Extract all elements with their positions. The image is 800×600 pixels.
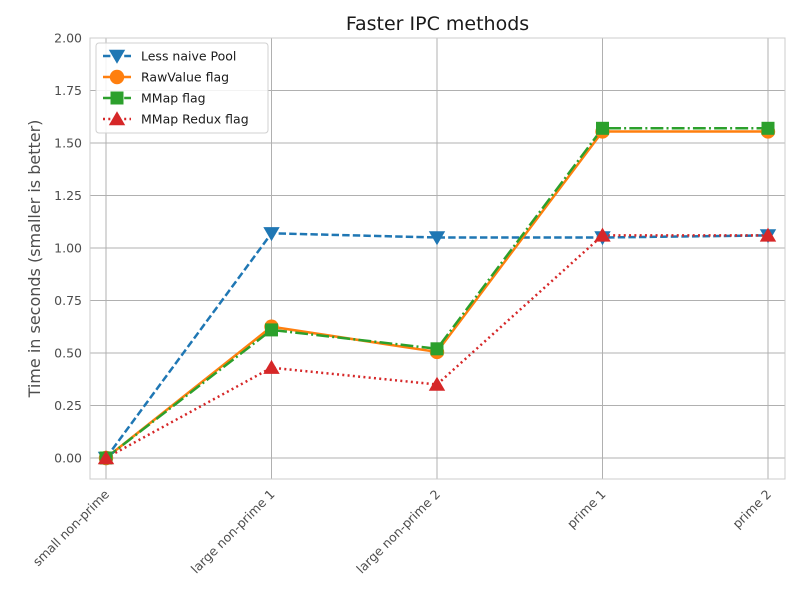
- data-point: [596, 121, 609, 135]
- legend: Less naive Pool RawValue flag MMap flag MMa…: [95, 42, 269, 134]
- y-tick-label: 0.75: [54, 293, 82, 308]
- y-axis-ticks: 0.00 0.25 0.50 0.75 1.00 1.25 1.50 1.75 2.00: [54, 31, 82, 466]
- legend-label: MMap flag: [141, 91, 206, 106]
- series-markers: [97, 121, 777, 466]
- legend-marker: [108, 111, 126, 126]
- y-tick-label: 0.50: [54, 346, 82, 361]
- y-tick-label: 2.00: [54, 31, 82, 46]
- y-tick-label: 0.25: [54, 398, 82, 413]
- data-point: [263, 359, 280, 374]
- series-line: [104, 232, 769, 459]
- legend-label: Less naive Pool: [141, 49, 236, 64]
- data-point: [430, 342, 444, 356]
- legend-marker: [109, 69, 125, 85]
- data-point: [263, 227, 280, 242]
- plot-area-frame: [89, 37, 786, 480]
- y-tick-label: 1.50: [54, 136, 82, 151]
- data-point: [428, 231, 446, 246]
- data-point: [97, 450, 115, 465]
- legend-box: [95, 42, 269, 134]
- data-point: [594, 227, 611, 242]
- data-point: [761, 121, 775, 135]
- chart-title: Faster IPC methods: [346, 13, 529, 35]
- legend-marker: [108, 49, 126, 64]
- y-axis-title: Time in seconds (smaller is better): [25, 120, 44, 399]
- data-point: [265, 323, 278, 337]
- y-tick-label: 1.25: [54, 188, 82, 203]
- y-tick-label: 1.75: [54, 83, 82, 98]
- legend-label: RawValue flag: [141, 70, 229, 85]
- series-line: [105, 127, 768, 459]
- data-point: [428, 376, 446, 391]
- y-tick-label: 1.00: [54, 241, 82, 256]
- legend-label: MMap Redux flag: [141, 112, 249, 127]
- legend-marker: [110, 91, 124, 105]
- data-point: [759, 227, 777, 242]
- y-tick-label: 0.00: [54, 451, 82, 466]
